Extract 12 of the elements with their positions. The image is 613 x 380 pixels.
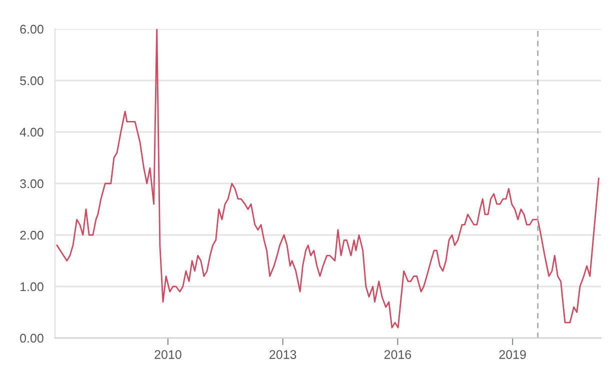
line-series <box>56 29 600 328</box>
x-tick-label: 2010 <box>154 350 182 359</box>
y-tick-label: 6.00 <box>20 24 44 34</box>
y-tick-label: 0.00 <box>20 334 44 343</box>
x-tick-label: 2016 <box>384 350 412 359</box>
x-tick-label: 2019 <box>499 350 526 359</box>
y-tick-label: 4.00 <box>20 128 44 137</box>
x-tick-label: 2013 <box>270 350 296 359</box>
y-tick-label: 1.00 <box>20 282 44 292</box>
y-tick-label: 5.00 <box>20 76 44 86</box>
y-tick-label: 2.00 <box>20 230 44 240</box>
y-tick-label: 3.00 <box>20 179 44 188</box>
